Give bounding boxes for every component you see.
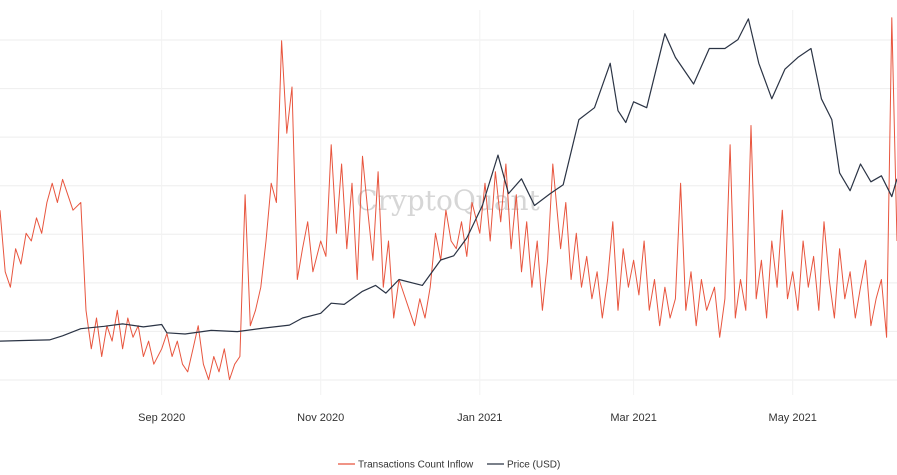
x-tick-label: May 2021 [769, 412, 817, 424]
series-line-price-usd [0, 18, 897, 342]
x-axis: Sep 2020 Nov 2020 Jan 2021 Mar 2021 May 2021 [138, 412, 817, 424]
x-tick-label: Sep 2020 [138, 412, 185, 424]
legend[interactable]: Transactions Count Inflow Price (USD) [338, 460, 560, 471]
watermark: CryptoQuant [356, 184, 540, 217]
legend-label: Transactions Count Inflow [358, 460, 474, 471]
x-tick-label: Mar 2021 [610, 412, 656, 424]
x-tick-label: Nov 2020 [297, 412, 344, 424]
series-layer [0, 17, 897, 381]
x-tick-label: Jan 2021 [457, 412, 502, 424]
grid [0, 10, 897, 395]
legend-label: Price (USD) [507, 460, 560, 471]
series-line-transactions-count-inflow [0, 17, 897, 381]
legend-item[interactable]: Price (USD) [487, 460, 560, 471]
legend-item[interactable]: Transactions Count Inflow [338, 460, 474, 471]
